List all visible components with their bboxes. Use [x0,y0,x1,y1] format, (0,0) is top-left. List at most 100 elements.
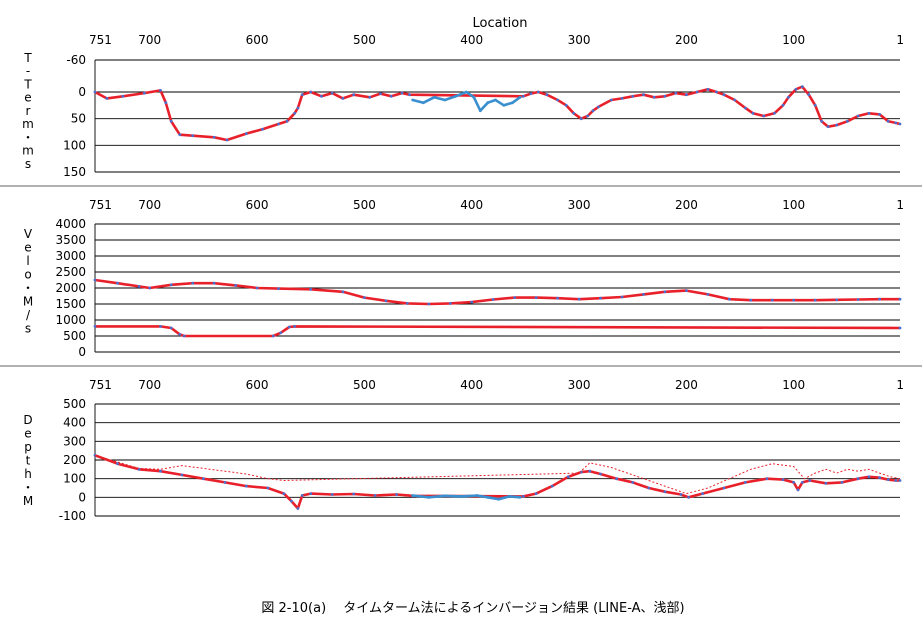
data-point [898,326,902,330]
x-tick-label: 700 [138,33,161,47]
data-point [182,334,186,338]
x-tick-label: 100 [782,33,805,47]
data-point [352,492,356,496]
data-point [566,475,570,479]
data-point [244,132,248,136]
data-point [631,481,635,484]
data-point [279,331,283,335]
data-point [695,90,699,94]
data-point [470,300,474,304]
data-point [368,95,372,99]
data-point [521,495,525,498]
panel-1: -60 0 50 100 150 751 700 600 500 400 300 200 100 1 T-T… [22,33,904,179]
data-point [405,302,409,305]
data-point [330,493,334,496]
data-point [293,325,296,328]
y-axis-label-char: V [24,227,33,241]
data-point [813,103,817,107]
data-point [781,103,785,107]
series-2 [94,454,901,495]
data-point [856,298,860,301]
data-point [518,95,522,99]
y-axis-label-char: T [23,51,32,65]
data-point [706,87,710,91]
data-point [300,494,304,497]
data-point [400,91,404,95]
data-point [443,494,447,498]
data-point [309,287,313,291]
data-point [363,296,366,299]
data-point [244,484,248,488]
data-point [521,94,525,98]
data-point [478,109,482,113]
y-axis-label-char: s [25,322,31,336]
data-point [143,91,146,95]
data-point [674,91,678,95]
series-3 [411,494,522,501]
data-point [744,106,747,110]
y-tick-label: 4000 [55,217,86,231]
series-line [94,278,900,306]
y-tick-label: 3500 [55,233,86,247]
x-tick-label: 400 [460,198,483,212]
data-point [494,98,497,102]
data-point [701,492,704,495]
y-tick-label: 100 [63,472,86,486]
data-point [137,285,141,288]
x-tick-label: 500 [353,33,376,47]
y-axis-label-char: m [22,117,34,131]
data-point [191,134,195,138]
y-axis-label-char: m [22,144,34,158]
data-point [169,119,173,123]
data-point [572,111,576,115]
data-point [792,481,796,484]
data-point [282,492,286,495]
data-point [792,298,796,302]
series-line [94,85,901,142]
data-point [579,117,583,121]
data-point [472,95,476,99]
data-point [352,93,356,97]
data-point [894,479,898,482]
data-point [287,325,291,329]
data-point [341,290,345,294]
data-point [191,281,195,285]
data-point [225,138,229,142]
data-point [169,283,173,287]
data-point [652,95,656,99]
y-axis-label-char: s [25,157,31,171]
data-point [835,298,839,302]
y-axis-label-char: r [26,104,31,118]
x-tick-label: 300 [568,33,591,47]
data-point [550,484,554,488]
data-point [202,477,205,481]
data-point [93,278,97,282]
data-point [647,486,651,490]
y-axis-label-char: l [26,254,29,268]
data-point [330,91,334,95]
x-tick-label: 300 [568,198,591,212]
data-point [389,94,393,98]
data-point [765,477,769,481]
data-point [796,488,800,492]
data-point [856,477,860,481]
figure-caption: 図 2-10(a) タイムターム法によるインバージョン結果 (LINE-A、浅部… [261,601,684,616]
x-tick-label: 751 [89,33,112,47]
y-axis-label-char: e [24,91,31,105]
data-point [309,90,313,94]
data-point [105,97,109,100]
series-1 [93,453,902,510]
x-tick-label: 1 [896,198,904,212]
data-point [300,93,304,97]
y-tick-label: -100 [59,509,86,523]
data-point [373,494,377,497]
series-2 [411,90,522,113]
data-point [212,281,216,285]
data-point [867,475,871,479]
data-point [591,109,595,113]
x-tick-label: 200 [675,198,698,212]
data-point [556,296,559,300]
x-tick-label: 600 [246,198,269,212]
panel-3: 500 400 300 200 100 0 -100 751 700 600 500 400 300 20… [22,378,904,523]
data-point [422,101,425,105]
